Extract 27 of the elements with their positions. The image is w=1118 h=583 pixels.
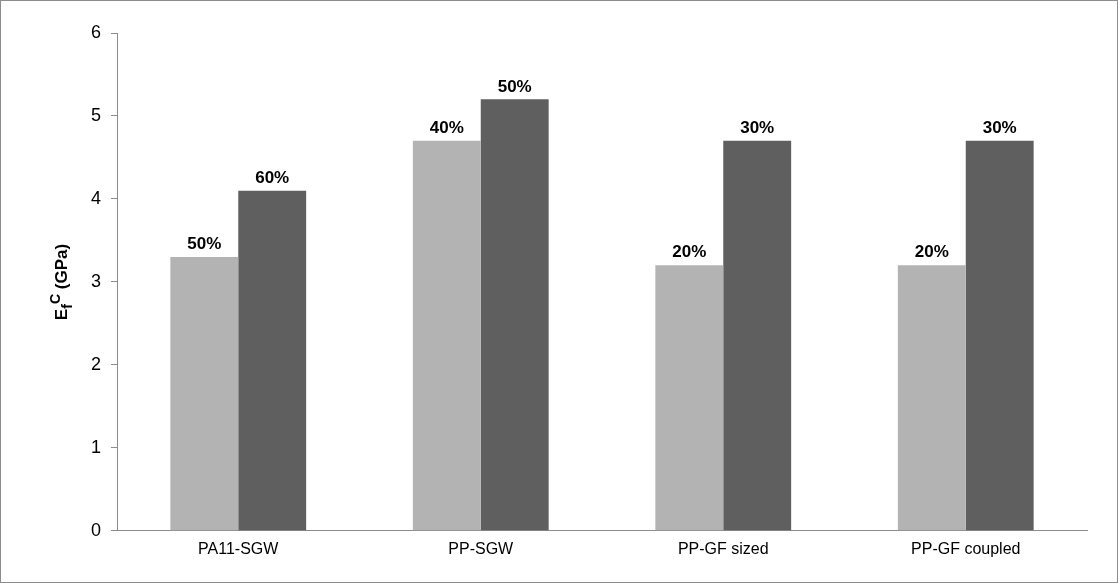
bar: [897, 265, 966, 531]
bar: [412, 140, 481, 531]
annotation: 20%: [914, 242, 949, 262]
annotation: 50%: [497, 76, 532, 96]
x-tick-label: PP-GF sized: [677, 539, 769, 557]
bar: [723, 140, 792, 531]
y-tick-label: 5: [91, 104, 102, 125]
x-tick-label: PP-GF coupled: [911, 539, 1021, 557]
annotation: 20%: [672, 242, 707, 262]
bar: [170, 257, 239, 531]
bar: [238, 190, 307, 531]
annotation: 50%: [187, 234, 222, 254]
y-tick-label: 2: [91, 353, 102, 374]
x-tick-label: PP-SGW: [448, 539, 515, 557]
y-tick-label: 3: [91, 270, 102, 291]
y-tick-label: 6: [91, 21, 102, 42]
annotation: 40%: [429, 118, 464, 138]
y-tick-label: 0: [91, 519, 102, 540]
x-tick-label: PA11-SGW: [198, 539, 280, 557]
annotation: 30%: [740, 118, 775, 138]
bar: [655, 265, 724, 531]
annotation: 60%: [255, 167, 290, 187]
y-tick-label: 1: [91, 436, 102, 457]
annotation: 30%: [982, 118, 1017, 138]
bar: [965, 140, 1034, 531]
y-tick-label: 4: [91, 187, 102, 208]
bar: [480, 99, 549, 531]
